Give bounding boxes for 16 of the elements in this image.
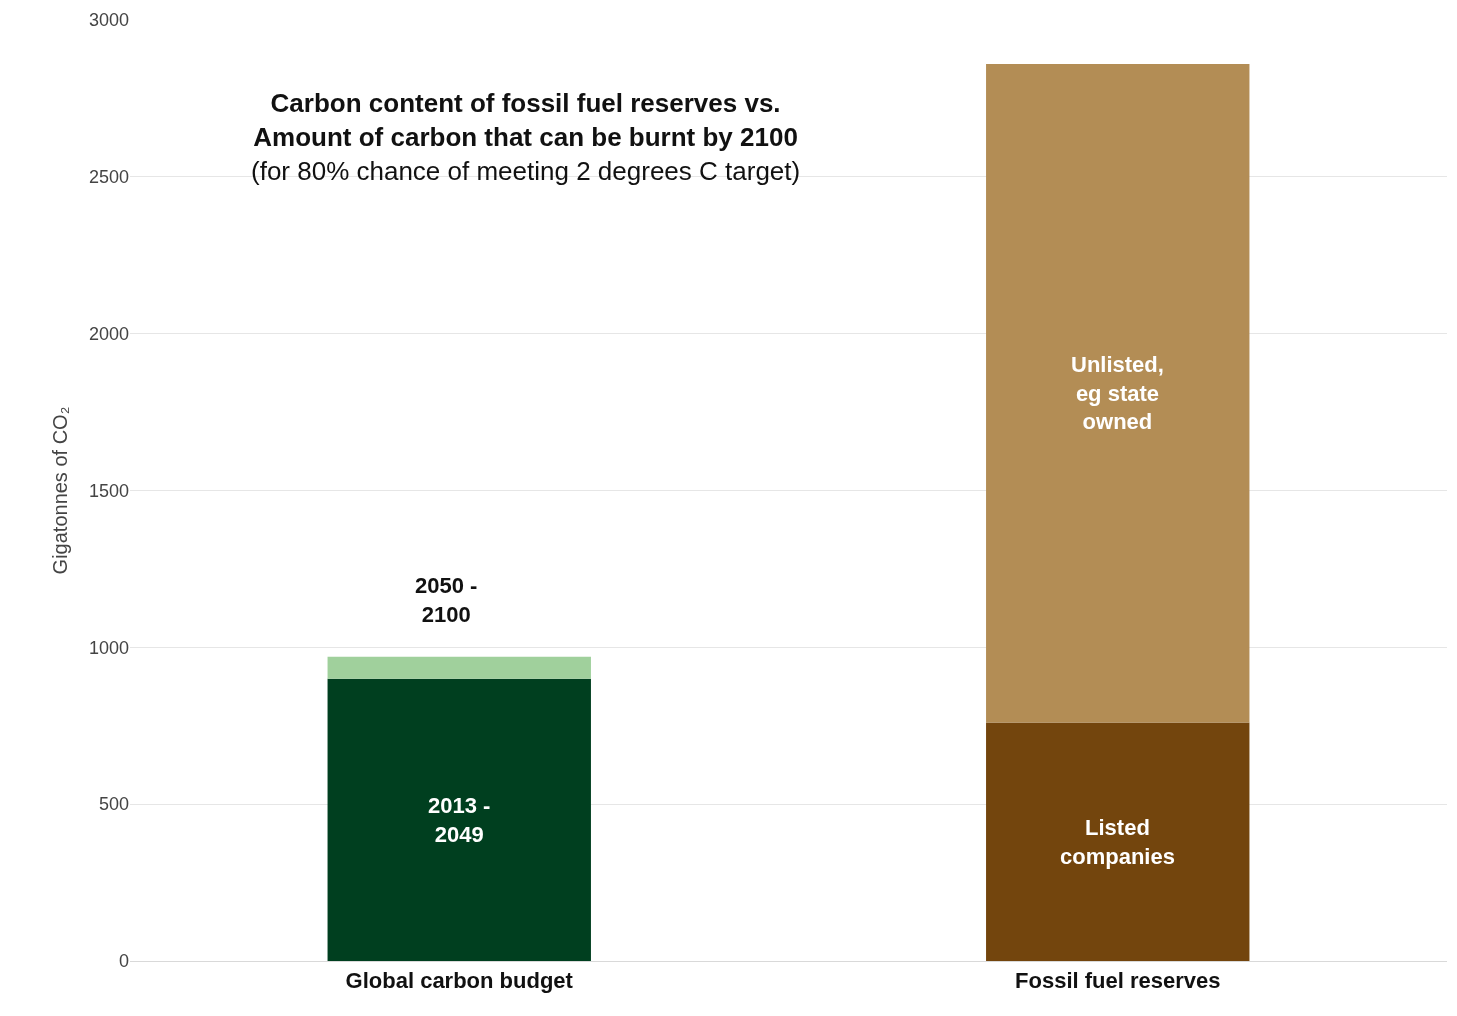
y-tick-label: 2500 — [88, 167, 129, 188]
y-tick-label: 1000 — [88, 637, 129, 658]
y-tick-label: 1500 — [88, 480, 129, 501]
y-axis-title: Gigatonnes of CO₂ — [49, 406, 72, 575]
y-tick-label: 500 — [98, 794, 129, 815]
text: Carbon content of fossil fuel reserves vs. Amount of carbon that can be burnt by 2100 — [253, 88, 798, 152]
y-tick-label: 0 — [118, 951, 129, 972]
series-label: Unlisted, eg state owned — [1071, 352, 1164, 435]
x-tick-label: Fossil fuel reserves — [1015, 968, 1221, 994]
series-label: 2013 - 2049 — [428, 793, 491, 847]
y-tick-label: 3000 — [88, 10, 129, 31]
series-label: 2050 - 2100 — [415, 573, 478, 627]
x-tick-label: Global carbon budget — [345, 968, 574, 994]
y-tick-label: 2000 — [88, 323, 129, 344]
series-label: Listed companies — [1060, 815, 1175, 869]
text: (for 80% chance of meeting 2 degrees C target) — [251, 155, 801, 186]
